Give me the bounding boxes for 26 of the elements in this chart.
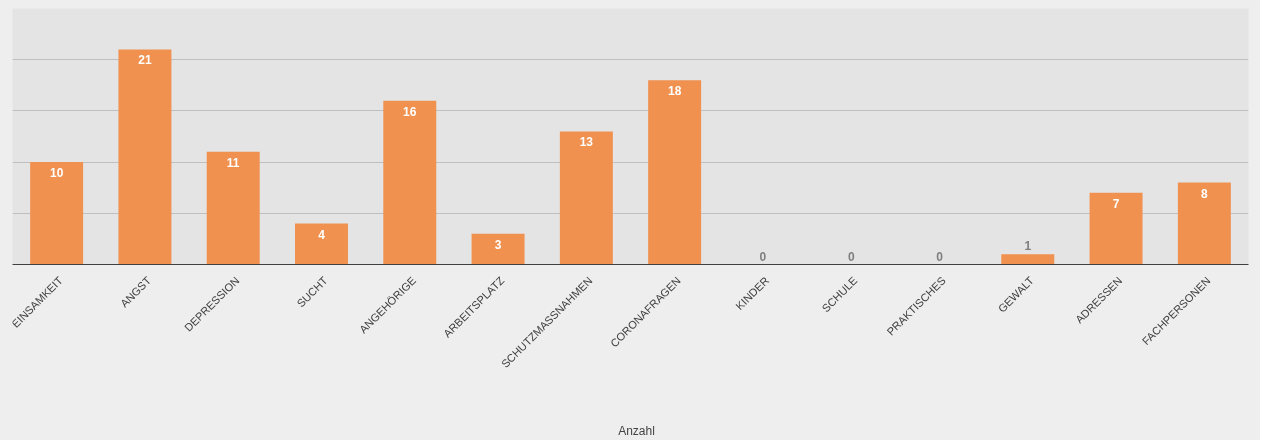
- bar: [559, 131, 613, 265]
- data-label: 11: [226, 155, 240, 170]
- bar: [30, 162, 84, 265]
- bar: [1001, 254, 1055, 265]
- data-label: 16: [403, 104, 417, 119]
- bar: [648, 80, 702, 265]
- data-label: 1: [1024, 239, 1032, 254]
- bar: [383, 100, 437, 265]
- data-label: 0: [759, 249, 767, 264]
- bar: [118, 49, 172, 265]
- data-label: 0: [936, 249, 944, 264]
- data-label: 0: [847, 249, 855, 264]
- text: Anzahl: [618, 424, 655, 438]
- bar: [1177, 182, 1231, 265]
- data-label: 3: [494, 237, 502, 252]
- data-label: 21: [138, 53, 152, 68]
- bar: [206, 151, 260, 265]
- bar: [471, 233, 525, 265]
- bar: [295, 223, 348, 265]
- data-label: 18: [667, 84, 682, 99]
- data-label: 7: [1112, 196, 1120, 211]
- bar: [1089, 192, 1143, 265]
- data-label: 8: [1201, 186, 1209, 201]
- data-label: 13: [579, 135, 594, 150]
- data-label: 10: [49, 166, 64, 181]
- data-label: 4: [318, 227, 326, 242]
